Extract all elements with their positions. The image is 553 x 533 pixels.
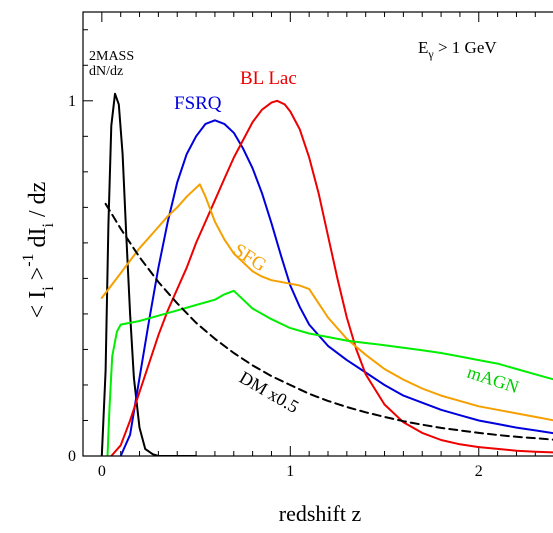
- curve-magn: [106, 289, 553, 456]
- energy-threshold-label: Eγ > 1 GeV: [418, 38, 497, 61]
- axis-ticks: [82, 12, 536, 457]
- y-label-sub-i2: i: [40, 222, 57, 227]
- x-tick-label: 1: [286, 463, 294, 480]
- curve-bl-lac: [110, 99, 553, 456]
- energy-threshold-text: > 1 GeV: [434, 38, 498, 57]
- y-label-sub-i: i: [40, 286, 57, 291]
- plot-area: [100, 92, 553, 456]
- x-axis-label: redshift z: [279, 501, 362, 526]
- y-label-bracket-open: < I: [25, 291, 51, 319]
- y-label-bracket-close: >: [25, 267, 51, 287]
- y-axis-label: < Ii >-1 dIi / dz: [20, 182, 57, 319]
- curve-2mass-dn-dz: [100, 92, 198, 456]
- plot-frame: [82, 11, 553, 457]
- curve-dm-x0-5: [104, 202, 553, 441]
- label-bl-lac: BL Lac: [240, 68, 297, 89]
- x-tick-label: 0: [98, 463, 106, 480]
- label-2mass-line2: dN/dz: [89, 64, 123, 79]
- energy-gamma-subscript: γ: [427, 47, 434, 61]
- y-label-dI: dI: [25, 227, 51, 253]
- x-tick-label: 2: [475, 463, 483, 480]
- curve-sfg: [100, 183, 553, 422]
- curve-fsrq: [119, 119, 553, 456]
- axis-tick-labels: 0 1 2 0 1: [68, 93, 483, 480]
- label-2mass-line1: 2MASS: [89, 49, 134, 64]
- y-tick-label: 0: [68, 448, 76, 465]
- label-fsrq: FSRQ: [174, 93, 222, 114]
- y-label-dz: / dz: [25, 182, 51, 223]
- label-sfg: SFG: [229, 240, 270, 277]
- y-label-exp: -1: [20, 253, 37, 266]
- y-tick-label: 1: [68, 93, 76, 110]
